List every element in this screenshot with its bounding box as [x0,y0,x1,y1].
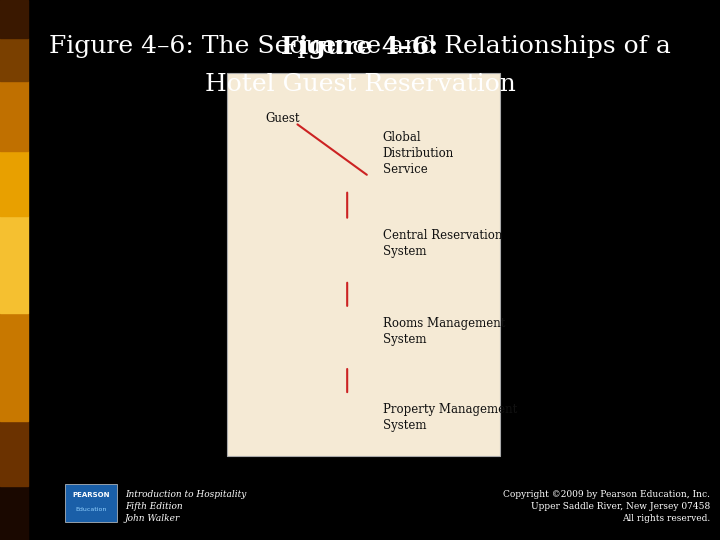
Text: Property Management
System: Property Management System [383,403,517,433]
Bar [0,151,28,216]
Bar [65,484,117,522]
Text: Figure 4–6: The Sequence and Relationships of a: Figure 4–6: The Sequence and Relationshi… [49,35,671,58]
Text: Upper Saddle River, New Jersey 07458: Upper Saddle River, New Jersey 07458 [531,502,710,511]
Text: PEARSON: PEARSON [72,491,109,498]
Bar [0,421,28,486]
Bar [0,81,28,151]
Text: Figure 4–6:: Figure 4–6: [282,35,438,59]
Text: Copyright ©2009 by Pearson Education, Inc.: Copyright ©2009 by Pearson Education, In… [503,490,710,499]
Bar [0,216,28,313]
Bar [0,486,28,540]
Text: Central Reservation
System: Central Reservation System [383,229,502,258]
Bar [0,313,28,421]
Text: All rights reserved.: All rights reserved. [622,514,710,523]
Bar [227,73,500,456]
Text: Global
Distribution
Service: Global Distribution Service [383,131,454,176]
Bar [0,0,28,38]
Text: Education: Education [76,508,107,512]
Text: Introduction to Hospitality: Introduction to Hospitality [125,490,246,499]
Text: Rooms Management
System: Rooms Management System [383,317,505,346]
Text: Hotel Guest Reservation: Hotel Guest Reservation [204,73,516,96]
Bar [0,38,28,81]
Text: Fifth Edition: Fifth Edition [125,502,183,511]
Text: John Walker: John Walker [125,514,180,523]
Text: Guest: Guest [265,112,300,125]
